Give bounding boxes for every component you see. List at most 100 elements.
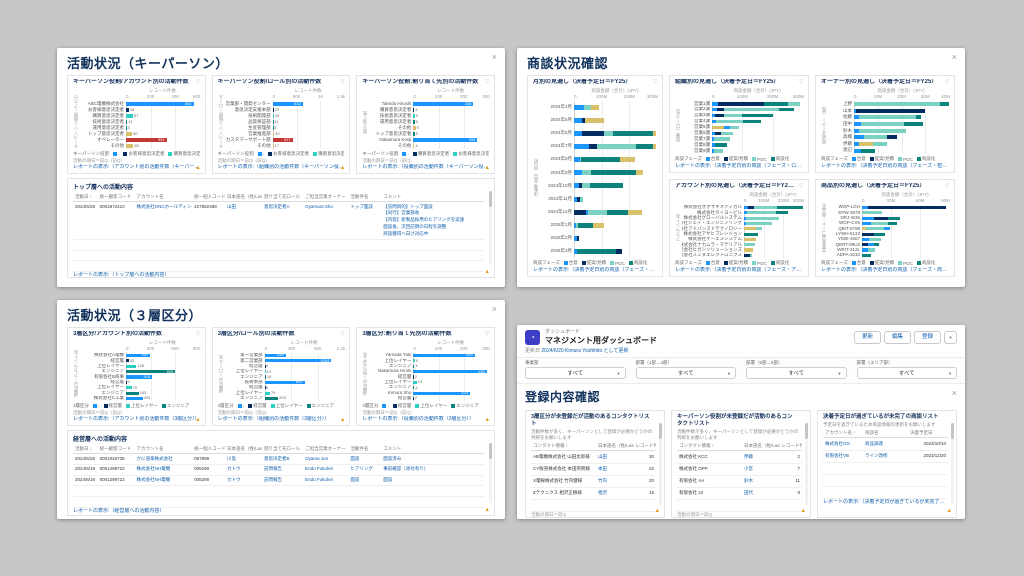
- bar-segment[interactable]: [724, 113, 743, 118]
- scrollbar[interactable]: [951, 422, 954, 505]
- bar-segment[interactable]: [574, 104, 584, 110]
- bar-segment[interactable]: [746, 221, 772, 226]
- bar-segment[interactable]: [861, 148, 876, 153]
- bar-segment[interactable]: [126, 396, 143, 401]
- scrollbar[interactable]: [805, 422, 808, 505]
- bar-segment[interactable]: [712, 137, 715, 141]
- bar-segment[interactable]: [742, 113, 773, 118]
- bar-segment[interactable]: [873, 142, 888, 147]
- bar-segment[interactable]: [712, 107, 717, 112]
- bar-segment[interactable]: [652, 131, 657, 137]
- bar-segment[interactable]: [716, 107, 725, 112]
- bar-segment[interactable]: [742, 119, 762, 124]
- bar-segment[interactable]: [272, 108, 274, 112]
- filter-select[interactable]: すべて ▼: [635, 366, 736, 379]
- bar-segment[interactable]: [888, 216, 900, 220]
- bar-segment[interactable]: [264, 391, 270, 395]
- bar-segment[interactable]: [592, 222, 604, 228]
- report-link[interactable]: レポートの表示:（決着予定日別の商談（フェーズ・商品別））: [821, 267, 949, 273]
- bar-segment[interactable]: [126, 120, 128, 124]
- bar-segment[interactable]: [578, 183, 583, 189]
- bar-segment[interactable]: [264, 380, 305, 384]
- filter-icon[interactable]: ▽: [945, 79, 949, 85]
- bar-segment[interactable]: [854, 128, 859, 133]
- bar-segment[interactable]: [264, 375, 266, 379]
- cell-link[interactable]: 面談: [381, 475, 484, 487]
- cell-link[interactable]: ライン改修: [863, 450, 908, 463]
- bar-segment[interactable]: [749, 253, 752, 257]
- bar-segment[interactable]: [724, 125, 731, 130]
- bar-segment[interactable]: [264, 370, 266, 374]
- bar-segment[interactable]: [724, 107, 779, 112]
- cell-link[interactable]: 鈴木: [742, 475, 780, 488]
- bar-segment[interactable]: [272, 132, 275, 136]
- bar-segment[interactable]: [587, 209, 608, 215]
- bar-segment[interactable]: [915, 115, 921, 120]
- bar-segment[interactable]: [744, 253, 750, 257]
- bar-segment[interactable]: [413, 120, 415, 124]
- bar-segment[interactable]: [862, 205, 868, 210]
- bar-segment[interactable]: [126, 391, 139, 395]
- report-link[interactable]: レポートの表示:（決着予定日別の商談（フェーズ・ロール別））: [675, 163, 803, 169]
- report-link[interactable]: レポートの表示:（トップ層への活動内容）: [73, 272, 170, 278]
- report-link[interactable]: レポートの表示:（アカウント別の活動件数（3層区分））: [73, 416, 200, 422]
- filter-icon[interactable]: ▽: [340, 79, 345, 85]
- bar-segment[interactable]: [755, 227, 762, 231]
- bar-segment[interactable]: [607, 209, 628, 215]
- cell-link[interactable]: 山田: [596, 450, 634, 464]
- bar-segment[interactable]: [744, 243, 755, 247]
- filter-select[interactable]: すべて ▼: [525, 366, 626, 379]
- cell-link[interactable]: 相沢: [596, 487, 634, 500]
- bar-segment[interactable]: [272, 114, 274, 118]
- cell-link[interactable]: 株式会社NH電機: [134, 464, 193, 476]
- bar-segment[interactable]: [582, 183, 591, 189]
- bar-segment[interactable]: [413, 359, 415, 363]
- bar-segment[interactable]: [585, 117, 605, 123]
- bar-segment[interactable]: [873, 232, 886, 236]
- bar-segment[interactable]: [870, 221, 889, 226]
- bar-segment[interactable]: [715, 119, 743, 124]
- cell-link[interactable]: 有限会社VB: [823, 450, 863, 463]
- report-link[interactable]: レポートの表示:（アカウント別の活動件数（キーパーソン役割））: [73, 164, 200, 170]
- bar-segment[interactable]: [126, 353, 151, 358]
- bar-segment[interactable]: [574, 209, 587, 215]
- bar-segment[interactable]: [574, 170, 582, 176]
- report-link[interactable]: レポートの表示:（組織別の活動件数（3層区分））: [217, 416, 330, 422]
- bar-segment[interactable]: [712, 131, 716, 136]
- bar-segment[interactable]: [744, 232, 758, 236]
- filter-icon[interactable]: ▽: [485, 79, 490, 85]
- bar-segment[interactable]: [744, 227, 756, 231]
- report-link[interactable]: レポートの表示:（役職別の活動件数（キーパーソン役割））: [362, 164, 490, 170]
- bar-segment[interactable]: [753, 205, 778, 210]
- bar-segment[interactable]: [867, 248, 876, 252]
- bar-segment[interactable]: [581, 117, 586, 123]
- filter-icon[interactable]: ▽: [195, 331, 200, 337]
- bar-segment[interactable]: [867, 243, 874, 247]
- bar-segment[interactable]: [715, 131, 722, 136]
- bar-segment[interactable]: [574, 196, 577, 202]
- bar-segment[interactable]: [574, 117, 582, 123]
- cell-link[interactable]: Endo Fukuhei: [303, 475, 349, 487]
- bar-segment[interactable]: [577, 248, 617, 254]
- bar-segment[interactable]: [712, 113, 716, 118]
- report-link[interactable]: レポートの表示:（決着予定日が過ぎているが未完了の商談リスト）: [823, 498, 948, 505]
- filter-icon[interactable]: ▽: [799, 79, 803, 85]
- bar-segment[interactable]: [576, 222, 578, 228]
- bar-segment[interactable]: [272, 102, 303, 106]
- close-icon[interactable]: ×: [951, 387, 957, 398]
- bar-segment[interactable]: [887, 135, 897, 140]
- bar-segment[interactable]: [574, 144, 590, 150]
- cell-link[interactable]: Oyamura Sho: [303, 201, 349, 240]
- scrollbar[interactable]: [489, 443, 492, 503]
- filter-icon[interactable]: ▽: [195, 79, 200, 85]
- bar-segment[interactable]: [413, 132, 415, 136]
- close-icon[interactable]: ×: [491, 52, 497, 62]
- cell-link[interactable]: 川島: [225, 453, 263, 465]
- bar-segment[interactable]: [612, 131, 653, 137]
- cell-link[interactable]: 面談済み: [381, 453, 484, 465]
- bar-segment[interactable]: [413, 126, 416, 130]
- filter-icon[interactable]: ▽: [653, 79, 657, 85]
- bar-segment[interactable]: [627, 209, 642, 215]
- bar-segment[interactable]: [854, 115, 859, 120]
- bar-segment[interactable]: [652, 144, 657, 150]
